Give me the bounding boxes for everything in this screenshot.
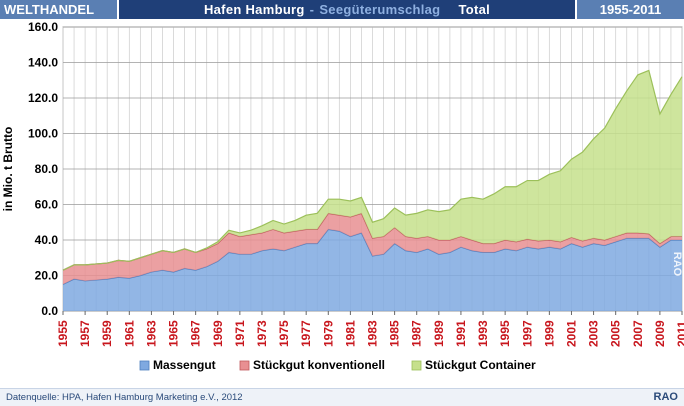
area-stueckgut-konventionell	[63, 213, 682, 285]
x-tick-label: 1967	[189, 320, 203, 347]
x-tick-label: 1993	[476, 320, 490, 347]
x-tick-label: 2005	[609, 320, 623, 347]
x-tick-label: 1961	[122, 320, 136, 347]
stacked-area-chart: 0.020.040.060.080.0100.0120.0140.0160.0 …	[1, 20, 684, 372]
x-tick-label: 1959	[100, 320, 114, 347]
y-tick-label: 160.0	[28, 20, 58, 34]
y-tick-label: 100.0	[28, 127, 58, 141]
legend-swatch	[239, 360, 250, 371]
y-axis-ticks: 0.0 20.0 40.0 60.0 80.0 100.0 120.0 140.0 160.0	[28, 20, 58, 318]
series-line-2	[62, 69, 683, 271]
x-tick-label: 1973	[255, 320, 269, 347]
x-tick-label: 1981	[343, 320, 357, 347]
y-tick-label: 20.0	[35, 269, 59, 283]
x-tick-label: 1963	[144, 320, 158, 347]
x-tick-label: 1965	[167, 320, 181, 347]
x-tick-label: 1957	[78, 320, 92, 347]
area-massengut	[63, 229, 682, 311]
x-tick-label: 2003	[587, 320, 601, 347]
area-stueckgut-container	[63, 70, 682, 271]
watermark-rao: RAO	[671, 252, 683, 277]
series-areas	[62, 69, 683, 311]
y-tick-label: 40.0	[35, 233, 59, 247]
x-tick-label: 1995	[498, 320, 512, 347]
y-tick-label: 80.0	[35, 162, 59, 176]
y-axis-label: in Mio. t Brutto	[1, 127, 15, 212]
legend-label: Massengut	[153, 358, 216, 372]
x-tick-label: 1985	[388, 320, 402, 347]
header-period-label: 1955-2011	[599, 2, 662, 17]
footer-logo: RAO	[653, 391, 678, 403]
footer-source: Datenquelle: HPA, Hafen Hamburg Marketin…	[6, 392, 243, 403]
x-tick-label: 1979	[321, 320, 335, 347]
header-category: WELTHANDEL	[0, 0, 117, 19]
y-tick-label: 0.0	[41, 304, 58, 318]
x-tick-label: 2009	[653, 320, 667, 347]
x-tick-label: 1977	[299, 320, 313, 347]
title-sub: Seegüterumschlag	[319, 2, 441, 17]
title-main: Hafen Hamburg	[203, 2, 305, 17]
legend-label: Stückgut Container	[425, 358, 536, 372]
title-total: Total	[458, 2, 491, 17]
x-tick-label: 1997	[520, 320, 534, 347]
y-tick-label: 140.0	[28, 56, 58, 70]
x-tick-label: 1955	[56, 320, 70, 347]
legend-swatch	[139, 360, 150, 371]
x-tick-label: 1983	[366, 320, 380, 347]
legend: Massengut Stückgut konventionell Stückgut …	[139, 358, 536, 372]
header-title: Hafen Hamburg - Seegüterumschlag Total	[119, 0, 575, 19]
y-tick-label: 60.0	[35, 198, 59, 212]
x-tick-label: 2011	[675, 321, 684, 347]
title-separator: -	[309, 2, 315, 17]
y-tick-label: 120.0	[28, 91, 58, 105]
x-tick-label: 1987	[410, 320, 424, 347]
header-period: 1955-2011	[577, 0, 684, 19]
x-tick-label: 1971	[233, 320, 247, 347]
legend-label: Stückgut konventionell	[253, 358, 385, 372]
x-tick-label: 1999	[542, 320, 556, 347]
legend-swatch	[411, 360, 422, 371]
x-tick-label: 1989	[432, 320, 446, 347]
x-tick-label: 1969	[211, 320, 225, 347]
x-axis-ticks: 1955 1957 1959 1961 1963 1965 1967 1969 1971 1973…	[56, 311, 684, 347]
header-category-label: WELTHANDEL	[4, 2, 95, 17]
footer: Datenquelle: HPA, Hafen Hamburg Marketin…	[0, 388, 684, 406]
x-tick-label: 1975	[277, 320, 291, 347]
x-tick-label: 2007	[631, 320, 645, 347]
x-tick-label: 2001	[564, 320, 578, 347]
x-tick-label: 1991	[454, 320, 468, 347]
